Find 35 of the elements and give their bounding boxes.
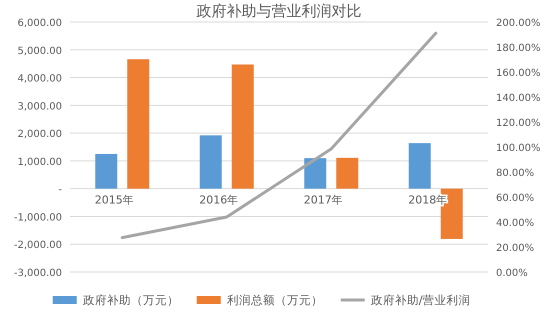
y2-tick-label: 60.00% [496,193,534,204]
y2-tick-label: 0.00% [496,268,528,279]
y-tick-label: 1,000.00 [17,156,62,168]
x-tick-label: 2015年 [94,194,134,207]
bar [200,135,222,189]
y2-tick-label: 200.00% [496,18,540,29]
y-tick-label: 3,000.00 [17,101,62,112]
legend-label: 政府补助/营业利润 [370,293,471,307]
x-tick-label: 2016年 [199,194,238,207]
y2-tick-label: 120.00% [496,118,540,129]
y2-tick-label: 180.00% [496,43,540,54]
bar [336,158,358,189]
y2-tick-label: 80.00% [496,168,534,179]
chart-title: 政府补助与营业利润对比 [196,2,362,20]
legend-label: 利润总额（万元） [226,293,323,307]
y-tick-label: -3,000.00 [14,268,62,279]
y-tick-label: 2,000.00 [17,129,62,140]
bar [304,158,326,189]
bar [127,59,150,189]
y-tick-label: 6,000.00 [17,18,62,29]
bar [95,154,118,189]
y2-tick-label: 40.00% [496,218,534,229]
y-tick-label: -2,000.00 [14,240,62,252]
legend-label: 政府补助（万元） [82,293,179,307]
x-tick-label: 2017年 [304,194,343,207]
y-tick-label: 5,000.00 [17,46,62,57]
bar [232,64,254,189]
bar [408,143,431,189]
y-tick-label: 4,000.00 [17,74,62,85]
y2-tick-label: 140.00% [496,93,540,104]
y-tick-label: -1,000.00 [14,212,62,224]
y2-tick-label: 100.00% [496,143,540,154]
y2-tick-label: 20.00% [496,243,534,254]
y-tick-label: - [58,184,62,196]
y2-tick-label: 160.00% [496,68,540,79]
